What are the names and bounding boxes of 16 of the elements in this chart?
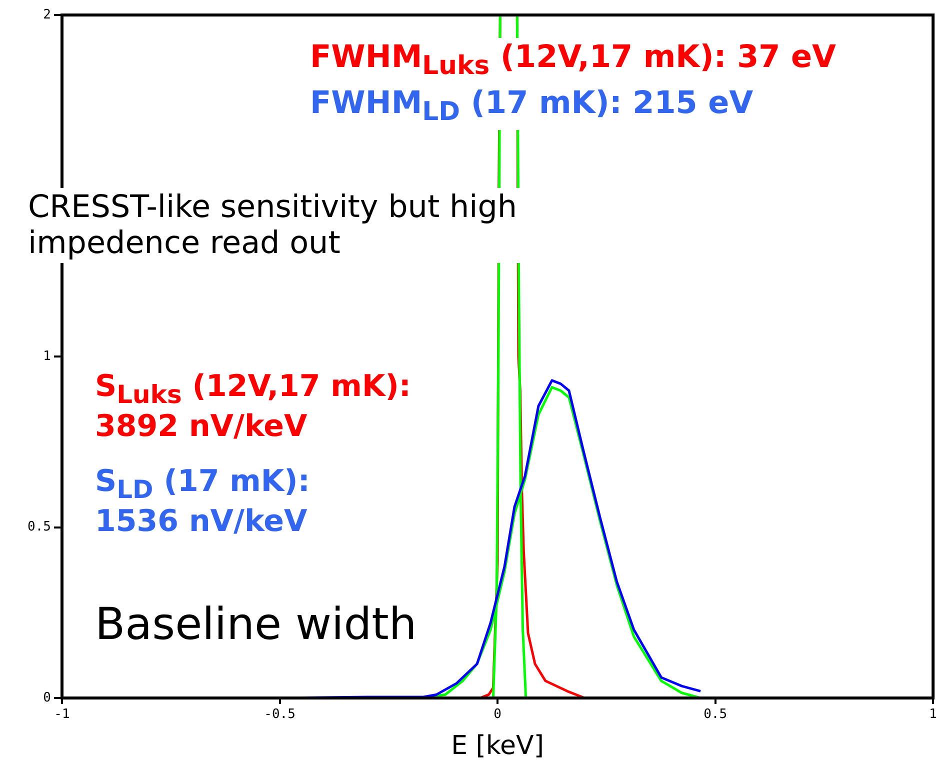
annotation: FWHM$_{LD}$ (17 mK): 215 eV [304,84,760,130]
annotation: Baseline width [95,599,417,651]
x-axis-title: E [keV] [451,731,544,762]
y-tick-label: 1 [43,348,51,364]
annotation: S$_{LD}$ (17 mK): 1536 nV/keV [95,464,311,540]
annotation: FWHM$_{Luks}$ (12V,17 mK): 37 eV [304,38,842,84]
y-tick-label: 2 [43,7,51,22]
x-tick-label: -0.5 [264,707,296,722]
annotation: CRESST-like sensitivity but high impedence read out [22,188,534,264]
annotation: S$_{Luks}$ (12V,17 mK): 3892 nV/keV [95,369,412,444]
y-tick-label: 0 [43,690,51,706]
y-tick-label: 0.5 [28,520,51,535]
x-tick-label: 0 [494,707,502,722]
x-tick-label: -1 [54,707,70,722]
x-tick-label: 0.5 [704,707,728,722]
x-tick-label: 1 [929,707,937,722]
